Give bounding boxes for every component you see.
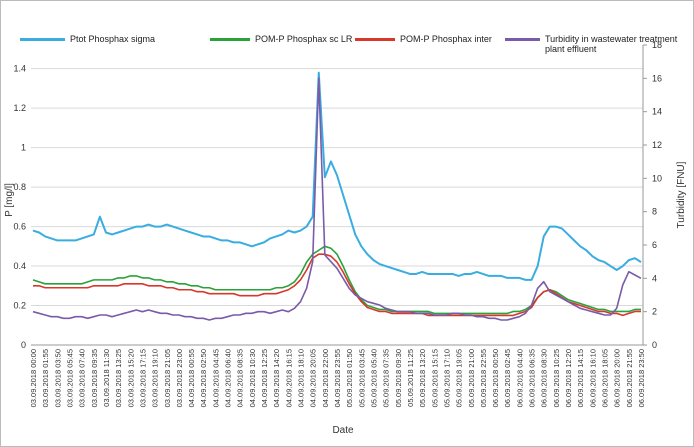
y-tick-label: 0.4	[13, 261, 26, 271]
series-line	[32, 77, 642, 321]
x-tick-label: 05.09.2018 05:40	[369, 349, 378, 407]
x-axis-label: Date	[332, 425, 354, 436]
x-tick-label: 06.09.2018 10:25	[552, 349, 561, 407]
y-tick-label: 1.4	[13, 64, 26, 74]
y2-tick-label: 14	[652, 107, 662, 117]
x-tick-label: 03.09.2018 05:45	[65, 349, 74, 407]
legend-label: Ptot Phosphax sigma	[70, 34, 156, 44]
x-tick-label: 04.09.2018 23:55	[333, 349, 342, 407]
x-tick-label: 03.09.2018 13:25	[114, 349, 123, 407]
x-tick-label: 06.09.2018 20:00	[613, 349, 622, 407]
x-tick-label: 06.09.2018 16:10	[588, 349, 597, 407]
x-tick-label: 04.09.2018 02:50	[199, 349, 208, 407]
x-tick-label: 04.09.2018 14:20	[272, 349, 281, 407]
legend-label: POM-P Phosphax inter	[400, 34, 492, 44]
x-tick-label: 05.09.2018 09:30	[394, 349, 403, 407]
y-tick-label: 0.6	[13, 222, 26, 232]
x-tick-label: 05.09.2018 13:20	[418, 349, 427, 407]
x-tick-label: 05.09.2018 17:10	[442, 349, 451, 407]
y2-tick-label: 0	[652, 340, 657, 350]
x-tick-label: 06.09.2018 00:50	[491, 349, 500, 407]
x-tick-label: 03.09.2018 09:35	[90, 349, 99, 407]
x-tick-label: 04.09.2018 16:15	[284, 349, 293, 407]
y-tick-label: 1.2	[13, 103, 26, 113]
y-tick-label: 0.8	[13, 182, 26, 192]
legend-swatch	[210, 38, 250, 41]
y-tick-label: 0	[21, 340, 26, 350]
y2-axis-label: Turbidity [FNU]	[676, 161, 687, 228]
x-tick-label: 05.09.2018 21:00	[467, 349, 476, 407]
x-tick-label: 03.09.2018 01:55	[41, 349, 50, 407]
x-tick-label: 06.09.2018 23:50	[637, 349, 646, 407]
y-axis-label: P [mg/l]	[4, 183, 15, 217]
x-tick-label: 05.09.2018 11:25	[406, 349, 415, 407]
x-tick-label: 04.09.2018 04:45	[211, 349, 220, 407]
x-tick-label: 03.09.2018 19:10	[151, 349, 160, 407]
x-tick-label: 03.09.2018 00:00	[29, 349, 38, 407]
x-tick-label: 04.09.2018 12:25	[260, 349, 269, 407]
x-tick-label: 03.09.2018 23:00	[175, 349, 184, 407]
legend-swatch	[505, 38, 540, 41]
y2-tick-label: 18	[652, 40, 662, 50]
x-tick-label: 04.09.2018 18:10	[297, 349, 306, 407]
x-tick-label: 03.09.2018 17:15	[138, 349, 147, 407]
x-tick-label: 05.09.2018 01:50	[345, 349, 354, 407]
y2-tick-label: 8	[652, 207, 657, 217]
x-tick-label: 05.09.2018 07:35	[382, 349, 391, 407]
x-tick-label: 03.09.2018 03:50	[53, 349, 62, 407]
x-tick-label: 04.09.2018 00:55	[187, 349, 196, 407]
x-tick-label: 06.09.2018 21:55	[625, 349, 634, 407]
legend-label: Turbidity in wastewater treatment plant …	[545, 34, 678, 54]
y2-tick-label: 6	[652, 240, 657, 250]
x-tick-label: 06.09.2018 14:15	[576, 349, 585, 407]
y-tick-label: 0.2	[13, 301, 26, 311]
x-tick-label: 04.09.2018 08:35	[236, 349, 245, 407]
legend-swatch	[355, 38, 395, 41]
series-line	[32, 71, 642, 281]
legend-label: POM-P Phosphax sc LR	[255, 34, 353, 44]
x-tick-label: 06.09.2018 02:45	[503, 349, 512, 407]
x-tick-label: 06.09.2018 18:05	[601, 349, 610, 407]
x-tick-label: 04.09.2018 20:05	[309, 349, 318, 407]
series-line	[33, 253, 641, 317]
x-tick-label: 06.09.2018 08:30	[540, 349, 549, 407]
legend-swatch	[20, 38, 65, 41]
x-tick-label: 05.09.2018 22:55	[479, 349, 488, 407]
x-tick-label: 06.09.2018 04:40	[515, 349, 524, 407]
x-tick-label: 04.09.2018 06:40	[224, 349, 233, 407]
x-tick-label: 06.09.2018 12:20	[564, 349, 573, 407]
x-tick-label: 04.09.2018 10:30	[248, 349, 257, 407]
y2-tick-label: 10	[652, 173, 662, 183]
x-tick-label: 03.09.2018 07:40	[78, 349, 87, 407]
x-tick-label: 05.09.2018 19:05	[455, 349, 464, 407]
x-tick-label: 06.09.2018 06:35	[528, 349, 537, 407]
x-tick-label: 03.09.2018 15:20	[126, 349, 135, 407]
x-tick-label: 03.09.2018 11:30	[102, 349, 111, 407]
x-tick-label: 04.09.2018 22:00	[321, 349, 330, 407]
x-tick-label: 03.09.2018 21:05	[163, 349, 172, 407]
y2-tick-label: 12	[652, 140, 662, 150]
y2-tick-label: 4	[652, 273, 657, 283]
y2-tick-label: 2	[652, 307, 657, 317]
y-tick-label: 1	[21, 143, 26, 153]
x-tick-label: 05.09.2018 03:45	[357, 349, 366, 407]
x-tick-label: 05.09.2018 15:15	[430, 349, 439, 407]
y2-tick-label: 16	[652, 73, 662, 83]
